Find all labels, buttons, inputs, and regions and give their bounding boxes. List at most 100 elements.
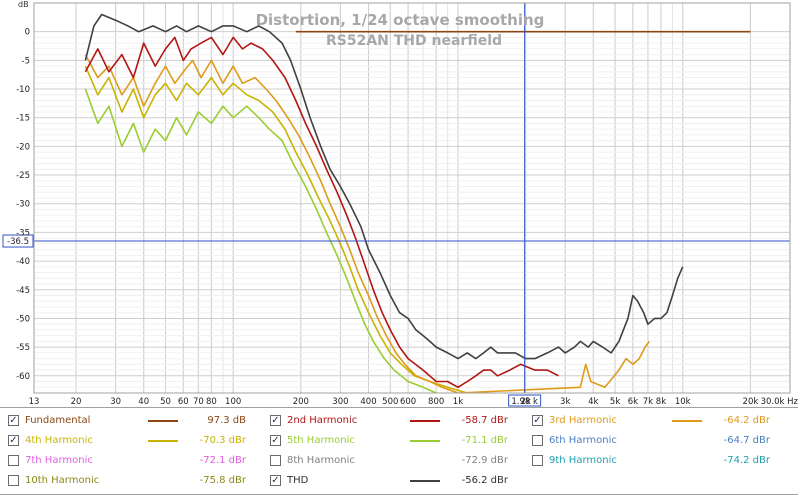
legend-item-fundamental: ✓ Fundamental 97.3 dB <box>8 411 258 431</box>
legend-value: 97.3 dB <box>207 415 246 426</box>
legend-checkbox-fundamental[interactable]: ✓ <box>8 415 19 426</box>
x-tick-label: 300 <box>332 397 348 407</box>
legend-swatch <box>410 420 440 422</box>
y-tick-label: -10 <box>16 85 30 95</box>
x-tick-label: 10k <box>675 397 691 407</box>
legend-label: THD <box>287 475 309 486</box>
legend-item-3rd-harmonic: ✓ 3rd Harmonic -64.2 dBr <box>532 411 782 431</box>
x-tick-label: 600 <box>400 397 416 407</box>
legend-label: 6th Harmonic <box>549 435 617 446</box>
legend-value: -64.2 dBr <box>723 415 770 426</box>
y-tick-label: -50 <box>16 314 30 324</box>
cursor-x-readout: 1.98 k <box>511 397 538 407</box>
y-tick-label: -55 <box>16 343 30 353</box>
legend-item-6th-harmonic: 6th Harmonic -64.7 dBr <box>532 431 782 451</box>
legend-item-4th-harmonic: ✓ 4th Harmonic -70.3 dBr <box>8 431 258 451</box>
x-tick-label: 40 <box>138 397 149 407</box>
series-line-2nd-harmonic <box>84 36 559 389</box>
series-lines <box>84 13 751 393</box>
x-tick-label: 500 <box>382 397 398 407</box>
legend-item-8th-harmonic: 8th Harmonic -72.9 dBr <box>270 451 520 471</box>
legend-label: 9th Harmonic <box>549 455 617 466</box>
y-tick-label: -35 <box>16 228 30 238</box>
y-tick-label: -15 <box>16 114 30 124</box>
legend-item-7th-harmonic: 7th Harmonic -72.1 dBr <box>8 451 258 471</box>
y-tick-label: -30 <box>16 200 30 210</box>
legend-label: 7th Harmonic <box>25 455 93 466</box>
legend-value: -75.8 dBr <box>199 475 246 486</box>
x-tick-label: 3k <box>560 397 570 407</box>
legend-checkbox-thd[interactable]: ✓ <box>270 475 281 486</box>
legend-item-10th-harmonic: 10th Harmonic -75.8 dBr <box>8 471 258 491</box>
plot-frame <box>33 2 791 394</box>
y-axis-label: dB <box>18 0 29 9</box>
x-tick-label: 5k <box>610 397 620 407</box>
series-line-3rd-harmonic <box>84 54 650 393</box>
legend-value: -64.7 dBr <box>723 435 770 446</box>
grid-lines <box>33 3 791 393</box>
legend-value: -58.7 dBr <box>461 415 508 426</box>
y-tick-label: -20 <box>16 142 30 152</box>
legend-value: -72.1 dBr <box>199 455 246 466</box>
x-tick-label: 13 <box>29 397 40 407</box>
series-line-4th-harmonic <box>84 65 468 393</box>
legend-value: -71.1 dBr <box>461 435 508 446</box>
x-tick-label: 400 <box>360 397 376 407</box>
x-tick-label: 1k <box>453 397 463 407</box>
legend-checkbox-10th-harmonic[interactable] <box>8 475 19 486</box>
y-tick-label: -25 <box>16 171 30 181</box>
x-tick-label: 30.0k Hz <box>761 397 799 407</box>
y-tick-label: -5 <box>22 56 30 66</box>
legend-checkbox-8th-harmonic[interactable] <box>270 455 281 466</box>
x-tick-label: 8k <box>656 397 666 407</box>
chart-subtitle: RS52AN THD nearfield <box>326 33 502 49</box>
legend-value: -74.2 dBr <box>723 455 770 466</box>
legend-panel: ✓ Fundamental 97.3 dB ✓ 2nd Harmonic -58.7 dB… <box>0 407 798 495</box>
legend-label: 10th Harmonic <box>25 475 100 486</box>
legend-item-2nd-harmonic: ✓ 2nd Harmonic -58.7 dBr <box>270 411 520 431</box>
legend-swatch <box>148 440 178 442</box>
cursor-y-readout-box <box>2 234 34 248</box>
legend-label: 4th Harmonic <box>25 435 93 446</box>
x-tick-label: 70 <box>193 397 204 407</box>
y-tick-label: -45 <box>16 286 30 296</box>
x-tick-label: 20 <box>71 397 82 407</box>
series-line-5th-harmonic <box>84 88 437 393</box>
legend-item-9th-harmonic: 9th Harmonic -74.2 dBr <box>532 451 782 471</box>
legend-item-thd: ✓ THD -56.2 dBr <box>270 471 520 491</box>
x-tick-label: 80 <box>206 397 217 407</box>
x-tick-label: 60 <box>178 397 189 407</box>
legend-value: -72.9 dBr <box>461 455 508 466</box>
legend-label: 5th Harmonic <box>287 435 355 446</box>
x-tick-label: 4k <box>588 397 598 407</box>
legend-checkbox-3rd-harmonic[interactable]: ✓ <box>532 415 543 426</box>
legend-swatch <box>410 440 440 442</box>
legend-label: 3rd Harmonic <box>549 415 617 426</box>
legend-checkbox-4th-harmonic[interactable]: ✓ <box>8 435 19 446</box>
legend-label: 2nd Harmonic <box>287 415 358 426</box>
series-line-thd <box>84 13 684 360</box>
x-tick-label: 6k <box>628 397 638 407</box>
y-tick-label: -60 <box>16 372 30 382</box>
legend-item-5th-harmonic: ✓ 5th Harmonic -71.1 dBr <box>270 431 520 451</box>
legend-value: -56.2 dBr <box>461 475 508 486</box>
x-tick-label: 800 <box>428 397 444 407</box>
legend-swatch <box>148 420 178 422</box>
cursor-y-readout: -36.5 <box>7 237 29 247</box>
legend-checkbox-7th-harmonic[interactable] <box>8 455 19 466</box>
chart-title: Distortion, 1/24 octave smoothing <box>256 11 545 29</box>
x-tick-label: 7k <box>643 397 653 407</box>
y-tick-label: 0 <box>25 28 30 38</box>
axes: 13 20 30 40 50 60 70 80 100 200 300 400 500 600 800 1k 2… <box>16 2 799 407</box>
distortion-chart: 1.98 k -36.5 13 20 30 40 50 60 70 80 100 200 300 400… <box>2 0 799 407</box>
legend-checkbox-6th-harmonic[interactable] <box>532 435 543 446</box>
legend-checkbox-5th-harmonic[interactable]: ✓ <box>270 435 281 446</box>
legend-checkbox-9th-harmonic[interactable] <box>532 455 543 466</box>
x-tick-label: 20k <box>743 397 759 407</box>
legend-checkbox-2nd-harmonic[interactable]: ✓ <box>270 415 281 426</box>
y-tick-label: -40 <box>16 257 30 267</box>
x-tick-label: 30 <box>110 397 121 407</box>
legend-label: Fundamental <box>25 415 91 426</box>
legend-value: -70.3 dBr <box>199 435 246 446</box>
cursor[interactable]: 1.98 k -36.5 <box>2 3 790 407</box>
